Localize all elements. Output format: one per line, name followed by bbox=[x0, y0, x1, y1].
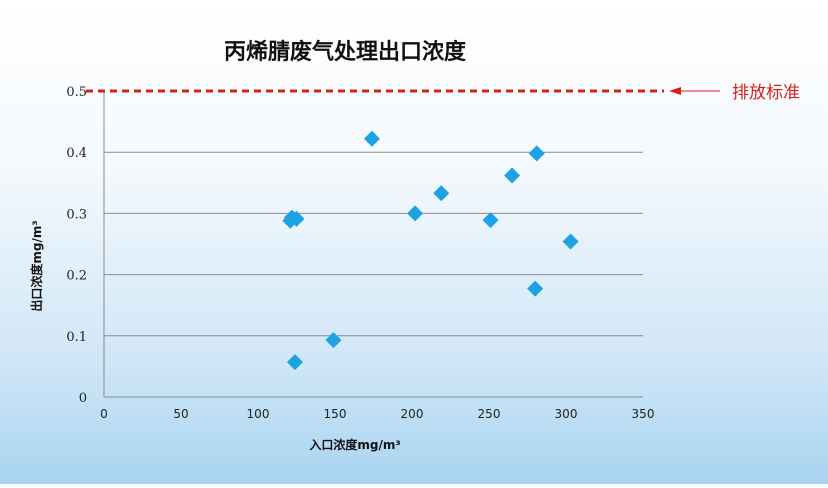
data-point bbox=[528, 145, 545, 162]
x-tick-label: 150 bbox=[324, 407, 347, 421]
data-point bbox=[433, 185, 450, 202]
data-point bbox=[482, 212, 499, 229]
x-tick-label: 0 bbox=[100, 407, 108, 421]
x-tick-label: 300 bbox=[555, 407, 578, 421]
y-tick-label: 0 bbox=[79, 391, 87, 406]
x-tick-label: 100 bbox=[247, 407, 270, 421]
y-tick-label: 0.2 bbox=[66, 269, 87, 284]
y-axis-label: 出口浓度mg/m³ bbox=[29, 220, 44, 311]
x-tick-label: 350 bbox=[632, 407, 655, 421]
data-points bbox=[282, 130, 579, 371]
tick-labels: 0 0.1 0.2 0.3 0.4 0.5 0 50 100 150 200 250 300 350 bbox=[66, 85, 654, 421]
grid-lines bbox=[104, 151, 643, 337]
emission-standard-label: 排放标准 bbox=[732, 83, 800, 103]
x-axis-label: 入口浓度mg/m³ bbox=[309, 437, 400, 452]
annotation-arrow-head bbox=[669, 87, 681, 95]
x-tick-label: 50 bbox=[173, 407, 188, 421]
data-point bbox=[562, 233, 579, 250]
data-point bbox=[504, 167, 521, 184]
data-point bbox=[288, 210, 305, 227]
y-tick-label: 0.3 bbox=[66, 207, 87, 222]
emission-standard-group: 排放标准 bbox=[86, 83, 800, 103]
y-tick-label: 0.5 bbox=[66, 85, 87, 100]
data-point bbox=[407, 205, 424, 222]
data-point bbox=[286, 354, 303, 371]
data-point bbox=[363, 130, 380, 147]
y-tick-label: 0.4 bbox=[66, 146, 87, 161]
chart-title: 丙烯腈废气处理出口浓度 bbox=[224, 39, 467, 65]
x-tick-label: 250 bbox=[478, 407, 501, 421]
axes bbox=[103, 91, 643, 398]
data-point bbox=[527, 280, 544, 297]
x-tick-label: 200 bbox=[401, 407, 424, 421]
data-point bbox=[325, 332, 342, 349]
y-tick-label: 0.1 bbox=[66, 330, 87, 345]
